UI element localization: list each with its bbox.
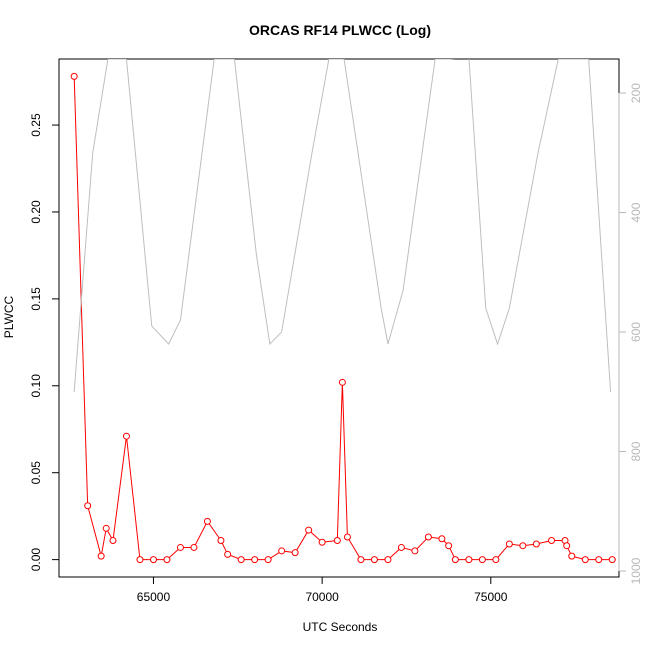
data-point bbox=[438, 535, 446, 543]
y2-tick-label: 1000 bbox=[629, 557, 643, 584]
data-point bbox=[163, 556, 171, 564]
data-point bbox=[70, 72, 78, 80]
data-point bbox=[149, 556, 157, 564]
data-point bbox=[264, 556, 272, 564]
data-point bbox=[445, 542, 453, 550]
series-line-1 bbox=[73, 59, 612, 392]
y-axis-label: PLWCC bbox=[2, 295, 16, 338]
data-point bbox=[217, 536, 225, 544]
x-tick-label: 70000 bbox=[305, 590, 339, 604]
data-point bbox=[384, 556, 392, 564]
data-point bbox=[97, 552, 105, 560]
data-point bbox=[357, 556, 365, 564]
data-point bbox=[109, 536, 117, 544]
data-point bbox=[122, 432, 130, 440]
data-point bbox=[338, 378, 346, 386]
data-point bbox=[343, 533, 351, 541]
data-point bbox=[595, 556, 603, 564]
data-point bbox=[318, 538, 326, 546]
data-point bbox=[176, 543, 184, 551]
y2-axis: 200 400 600 800 1000 bbox=[618, 83, 643, 584]
y2-tick-label: 800 bbox=[629, 441, 643, 461]
data-point bbox=[478, 556, 486, 564]
data-point bbox=[568, 552, 576, 560]
chart-title: ORCAS RF14 PLWCC (Log) bbox=[249, 22, 431, 38]
y2-tick-label: 600 bbox=[629, 322, 643, 342]
y-tick-label: 0.05 bbox=[29, 461, 43, 485]
y-tick-label: 0.15 bbox=[29, 287, 43, 311]
y-tick-label: 0.10 bbox=[29, 374, 43, 398]
y2-tick-label: 200 bbox=[629, 83, 643, 103]
data-point bbox=[370, 556, 378, 564]
y-tick-label: 0.25 bbox=[29, 113, 43, 137]
x-axis: 65000 70000 75000 bbox=[137, 576, 508, 604]
data-point bbox=[102, 524, 110, 532]
data-point bbox=[136, 556, 144, 564]
data-point bbox=[608, 556, 616, 564]
y2-tick-label: 400 bbox=[629, 202, 643, 222]
x-axis-label: UTC Seconds bbox=[303, 620, 378, 634]
series-layer bbox=[70, 59, 616, 564]
series-line-0 bbox=[73, 76, 613, 561]
data-point bbox=[465, 556, 473, 564]
data-point bbox=[224, 550, 232, 558]
data-point bbox=[84, 502, 92, 510]
data-point bbox=[519, 542, 527, 550]
data-point bbox=[548, 536, 556, 544]
y-tick-label: 0.00 bbox=[29, 548, 43, 572]
data-point bbox=[190, 543, 198, 551]
data-point bbox=[563, 542, 571, 550]
data-point bbox=[397, 543, 405, 551]
data-point bbox=[333, 536, 341, 544]
data-point bbox=[492, 556, 500, 564]
data-point bbox=[237, 556, 245, 564]
data-point bbox=[505, 540, 513, 548]
y-axis: 0.00 0.05 0.10 0.15 0.20 0.25 bbox=[29, 113, 60, 572]
x-tick-label: 65000 bbox=[137, 590, 171, 604]
data-point bbox=[203, 517, 211, 525]
data-point bbox=[305, 526, 313, 534]
data-point bbox=[451, 556, 459, 564]
data-point bbox=[532, 540, 540, 548]
y-tick-label: 0.20 bbox=[29, 200, 43, 224]
data-point bbox=[251, 556, 259, 564]
data-point bbox=[278, 547, 286, 555]
data-point bbox=[581, 556, 589, 564]
data-point bbox=[291, 549, 299, 557]
x-tick-label: 75000 bbox=[474, 590, 508, 604]
data-point bbox=[411, 547, 419, 555]
data-point bbox=[424, 533, 432, 541]
